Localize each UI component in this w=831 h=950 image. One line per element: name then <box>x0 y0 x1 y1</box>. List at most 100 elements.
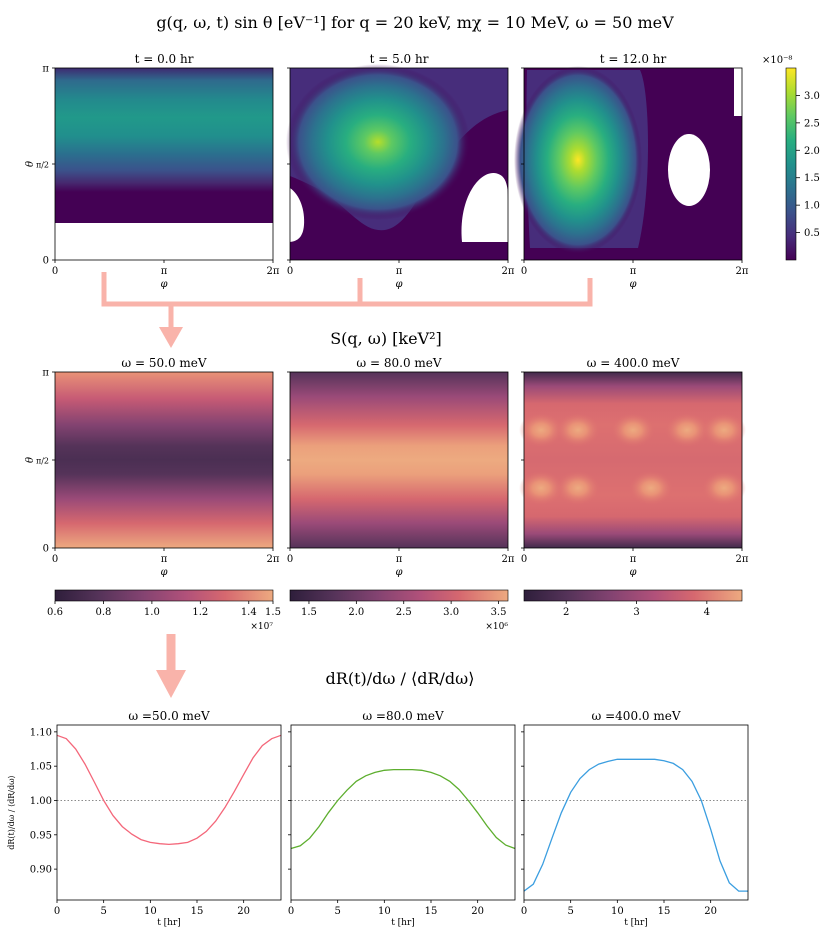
colorbar-tick-label: 3.5 <box>491 607 507 618</box>
s-panel-1: ω = 80.0 meV <box>289 356 509 549</box>
s-heatmap-fill <box>55 372 273 548</box>
g-section-title: g(q, ω, t) sin θ [eV⁻¹] for q = 20 keV, … <box>156 13 674 32</box>
colorbar-tick-label: 0.8 <box>95 607 111 618</box>
y-tick-label: 1.10 <box>30 727 52 738</box>
s-hotspot <box>519 471 563 505</box>
s-hotspot <box>611 413 655 447</box>
colorbar-tick-label: 1.5 <box>265 607 281 618</box>
x-tick-label: 15 <box>658 906 671 917</box>
x-axis-label: t [hr] <box>624 918 648 928</box>
s-panel-title: ω = 50.0 meV <box>121 356 206 370</box>
s-hotspot <box>519 413 563 447</box>
g-empty-region <box>734 68 742 116</box>
x-tick-label: 0 <box>52 266 58 277</box>
x-tick-label: π <box>161 266 168 277</box>
rate-section-title: dR(t)/dω / ⟨dR/dω⟩ <box>326 669 475 688</box>
rate-axes-frame <box>290 724 516 901</box>
g-panel-0: t = 0.0 hr <box>54 52 274 261</box>
x-tick-label: π <box>396 266 403 277</box>
colorbar-tick-label: 2.0 <box>348 607 364 618</box>
x-tick-label: 5 <box>334 906 340 917</box>
s-heatmap-fill <box>524 372 742 548</box>
rate-panel-title: ω =80.0 meV <box>362 709 444 723</box>
g-empty-region <box>461 172 508 242</box>
g-colorbar-multiplier: ×10⁻⁸ <box>762 55 792 66</box>
colorbar-tick-label: 3 <box>633 607 639 618</box>
colorbar-tick-label: 1.0 <box>144 607 160 618</box>
x-tick-label: 2π <box>502 554 515 565</box>
y-tick-label: 1.00 <box>30 796 52 807</box>
y-axis-label: θ <box>25 161 36 167</box>
rate-panel-title: ω =50.0 meV <box>128 709 210 723</box>
s-hotspot <box>665 413 709 447</box>
g-colorbar: ×10⁻⁸ 0.5 1.0 1.5 2.0 2.5 3.0 <box>762 55 820 261</box>
x-tick-label: 0 <box>521 554 527 565</box>
x-tick-label: 20 <box>237 906 250 917</box>
s-panel-0: ω = 50.0 meV <box>54 356 274 549</box>
rate-panel: ω =50.0 meV 0 5 10 15 20 t [hr] 0.90 0.95 1.00 1.0… <box>7 709 282 928</box>
y-tick-label: 0 <box>43 544 49 555</box>
g-panel-2: t = 12.0 hr <box>514 52 743 261</box>
colorbar-tick-label: 4 <box>704 607 710 618</box>
x-tick-label: 0 <box>54 906 60 917</box>
x-tick-label: 10 <box>144 906 157 917</box>
y-tick-label: π <box>42 64 49 75</box>
x-tick-label: 20 <box>704 906 717 917</box>
x-axis-label: φ <box>395 279 402 290</box>
y-tick-label: π <box>42 368 49 379</box>
y-tick-label: 0.95 <box>30 830 52 841</box>
x-tick-label: 5 <box>100 906 106 917</box>
x-tick-label: 15 <box>191 906 204 917</box>
s-hotspot <box>702 471 746 505</box>
y-tick-label: 1.05 <box>30 762 52 773</box>
rate-axes-frame <box>56 724 282 901</box>
x-tick-label: 2π <box>736 266 749 277</box>
x-axis-label: t [hr] <box>157 918 181 928</box>
y-tick-label: 0 <box>43 256 49 267</box>
x-axis-label: t [hr] <box>391 918 415 928</box>
colorbar-tick-label: 1.5 <box>804 173 820 184</box>
x-tick-label: 5 <box>567 906 573 917</box>
rate-panel: ω =400.0 meV 0 5 10 15 20 t [hr] <box>521 709 749 928</box>
colorbar-multiplier: ×10⁶ <box>485 622 508 632</box>
s-hotspot <box>629 471 673 505</box>
y-tick-label: π/2 <box>36 457 49 466</box>
x-tick-label: 0 <box>288 906 294 917</box>
x-tick-label: 2π <box>502 266 515 277</box>
s-colorbar-fill <box>523 589 743 602</box>
colorbar-tick-label: 1.5 <box>301 607 317 618</box>
s-colorbar-fill <box>289 589 509 602</box>
g-hotspot <box>514 66 642 254</box>
x-tick-label: 20 <box>471 906 484 917</box>
s-hotspot <box>556 471 600 505</box>
g-panel-title: t = 0.0 hr <box>135 52 194 66</box>
x-tick-label: 10 <box>611 906 624 917</box>
x-tick-label: 2π <box>267 554 280 565</box>
x-tick-label: 0 <box>521 266 527 277</box>
x-tick-label: 0 <box>52 554 58 565</box>
s-hotspot <box>702 413 746 447</box>
colorbar-tick-label: 1.2 <box>192 607 208 618</box>
x-tick-label: π <box>630 554 637 565</box>
s-heatmap-fill <box>290 372 508 548</box>
s-panel-title: ω = 80.0 meV <box>356 356 441 370</box>
x-tick-label: 2π <box>736 554 749 565</box>
x-axis-label: φ <box>395 567 402 578</box>
g-panel-1: t = 5.0 hr <box>286 52 509 261</box>
x-tick-label: 15 <box>425 906 438 917</box>
y-tick-label: π/2 <box>36 161 49 170</box>
x-tick-label: π <box>396 554 403 565</box>
colorbar-tick-label: 2.5 <box>804 118 820 129</box>
s-panel-2: ω = 400.0 meV <box>519 356 746 549</box>
colorbar-tick-label: 0.6 <box>47 607 63 618</box>
x-tick-label: 10 <box>378 906 391 917</box>
rate-panel-title: ω =400.0 meV <box>592 709 681 723</box>
g-band-field <box>55 68 273 223</box>
colorbar-tick-label: 0.5 <box>804 228 820 239</box>
x-tick-label: 2π <box>267 266 280 277</box>
s-colorbar-fill <box>54 589 274 602</box>
g-colorbar-fill <box>785 67 797 261</box>
colorbar-tick-label: 1.0 <box>804 201 820 212</box>
series-line <box>523 758 748 892</box>
